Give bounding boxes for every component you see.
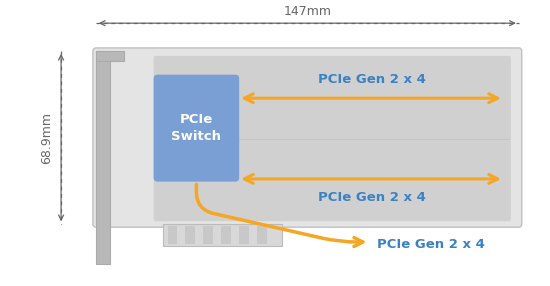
- Bar: [163, 224, 282, 246]
- Bar: [168, 226, 178, 244]
- Text: PCIe Gen 2 x 4: PCIe Gen 2 x 4: [377, 239, 485, 251]
- Bar: [96, 51, 124, 61]
- Text: PCIe Gen 2 x 4: PCIe Gen 2 x 4: [318, 73, 426, 86]
- Bar: [239, 226, 249, 244]
- FancyArrowPatch shape: [196, 184, 363, 247]
- FancyBboxPatch shape: [153, 56, 511, 221]
- Bar: [185, 226, 195, 244]
- Text: 68.9mm: 68.9mm: [40, 112, 53, 164]
- Bar: [204, 226, 213, 244]
- Text: 147mm: 147mm: [283, 5, 331, 18]
- Text: PCIe Gen 2 x 4: PCIe Gen 2 x 4: [318, 191, 426, 204]
- Text: PCIe
Switch: PCIe Switch: [172, 113, 222, 143]
- FancyBboxPatch shape: [153, 75, 239, 182]
- Bar: [257, 226, 267, 244]
- Bar: [96, 51, 110, 264]
- FancyBboxPatch shape: [93, 48, 522, 227]
- Bar: [221, 226, 231, 244]
